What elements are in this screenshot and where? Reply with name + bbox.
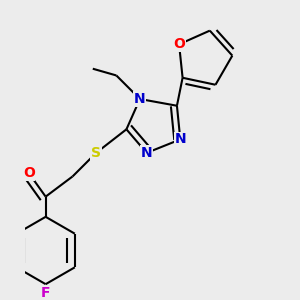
Text: S: S xyxy=(91,146,101,160)
Text: O: O xyxy=(173,37,185,51)
Text: N: N xyxy=(134,92,146,106)
Text: N: N xyxy=(141,146,152,160)
Text: N: N xyxy=(175,132,186,146)
Text: F: F xyxy=(41,286,50,300)
Text: O: O xyxy=(23,166,35,180)
